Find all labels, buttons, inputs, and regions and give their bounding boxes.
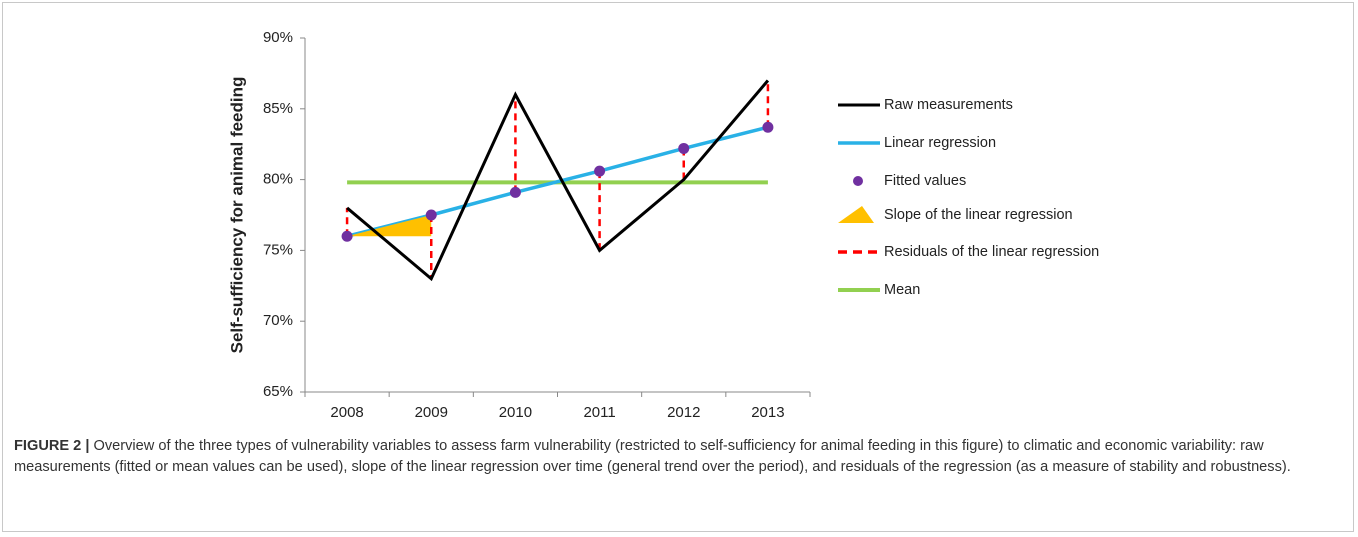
caption: FIGURE 2 | Overview of the three types o… <box>14 436 1339 478</box>
x-tick-label: 2008 <box>330 404 363 421</box>
y-tick-label: 70% <box>263 312 293 329</box>
y-tick-label: 90% <box>263 29 293 46</box>
x-tick-label: 2009 <box>415 404 448 421</box>
raw-line <box>346 79 770 282</box>
fitted-point <box>341 230 353 242</box>
legend-swatch <box>838 206 874 223</box>
caption-text: Overview of the three types of vulnerabi… <box>14 438 1291 475</box>
legend-label: Linear regression <box>884 135 996 151</box>
fitted-point <box>594 165 606 177</box>
x-tick-label: 2012 <box>667 404 700 421</box>
y-tick-label: 80% <box>263 171 293 188</box>
y-tick-label: 65% <box>263 383 293 400</box>
y-tick-label: 75% <box>263 241 293 258</box>
x-tick-label: 2010 <box>499 404 532 421</box>
legend-label: Raw measurements <box>884 97 1013 113</box>
x-tick-label: 2013 <box>751 404 784 421</box>
y-tick-label: 85% <box>263 100 293 117</box>
fitted-point <box>678 142 690 154</box>
legend-label: Slope of the linear regression <box>884 207 1073 223</box>
caption-label: FIGURE 2 | <box>14 438 90 454</box>
slope-triangle <box>347 215 432 237</box>
y-axis-label: Self-sufficiency for animal feeding <box>227 77 246 354</box>
legend-label: Mean <box>884 282 920 298</box>
fitted-point <box>509 186 521 198</box>
legend-swatch <box>853 176 863 186</box>
fitted-point <box>762 121 774 133</box>
legend-label: Residuals of the linear regression <box>884 244 1099 260</box>
fitted-point <box>425 209 437 221</box>
x-tick-label: 2011 <box>583 404 615 421</box>
legend-label: Fitted values <box>884 173 966 189</box>
